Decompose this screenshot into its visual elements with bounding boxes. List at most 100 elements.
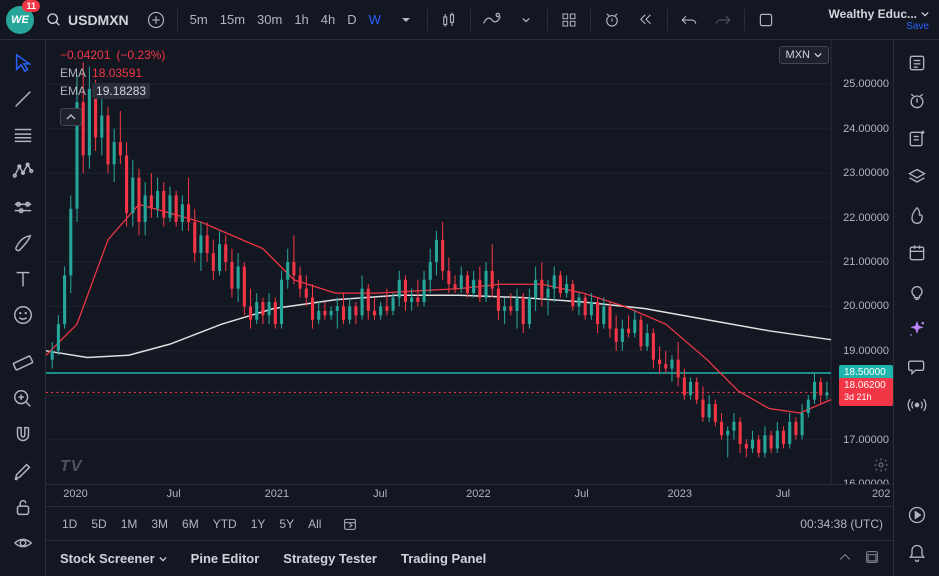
sparkle-button[interactable]	[900, 312, 934, 346]
undo-button[interactable]	[674, 5, 704, 35]
timeframe-1h[interactable]: 1h	[288, 8, 314, 31]
lock-tool[interactable]	[6, 490, 40, 524]
timeframe-30m[interactable]: 30m	[251, 8, 288, 31]
layout-button[interactable]	[554, 5, 584, 35]
tab-label: Strategy Tester	[283, 551, 377, 566]
clock[interactable]: 00:34:38 (UTC)	[800, 517, 883, 531]
edit-tool[interactable]	[6, 454, 40, 488]
x-tick-label: 2022	[466, 488, 490, 500]
chart-area[interactable]: −0.04201(−0.23%) EMA18.03591 EMA19.18283…	[46, 40, 893, 484]
square-icon	[758, 12, 774, 28]
goto-date-button[interactable]	[335, 509, 365, 539]
timeframe-15m[interactable]: 15m	[214, 8, 251, 31]
calendar-button[interactable]	[900, 236, 934, 270]
range-selector: 1D5D1M3M6MYTD1Y5YAll 00:34:38 (UTC)	[46, 506, 893, 540]
chevron-down-icon	[921, 10, 929, 18]
range-All[interactable]: All	[302, 513, 327, 535]
range-1M[interactable]: 1M	[115, 513, 144, 535]
y-tick-label: 25.00000	[843, 78, 889, 90]
timeframe-group: 5m15m30m1h4hDW	[184, 8, 387, 31]
chart-column: −0.04201(−0.23%) EMA18.03591 EMA19.18283…	[46, 40, 893, 576]
maximize-icon	[865, 550, 879, 564]
currency-selector[interactable]: MXN	[779, 46, 829, 64]
notifications-button[interactable]	[900, 536, 934, 570]
brush-tool[interactable]	[6, 226, 40, 260]
account-menu[interactable]: Wealthy Educ... Save	[829, 7, 933, 32]
hide-tool[interactable]	[6, 526, 40, 560]
y-tick-label: 23.00000	[843, 167, 889, 179]
tab-label: Stock Screener	[60, 551, 155, 566]
broadcast-icon	[907, 395, 927, 415]
range-1Y[interactable]: 1Y	[245, 513, 272, 535]
x-tick-label: 202	[872, 488, 890, 500]
separator	[590, 9, 591, 31]
axis-settings-button[interactable]	[873, 457, 889, 478]
y-tick-label: 24.00000	[843, 123, 889, 135]
indicators-dropdown[interactable]	[511, 5, 541, 35]
trendline-tool[interactable]	[6, 82, 40, 116]
prediction-tool[interactable]	[6, 190, 40, 224]
collapse-legend-button[interactable]	[60, 108, 82, 126]
range-YTD[interactable]: YTD	[207, 513, 243, 535]
panel-maximize-button[interactable]	[865, 550, 879, 567]
layers-button[interactable]	[900, 160, 934, 194]
redo-button[interactable]	[708, 5, 738, 35]
fib-tool[interactable]	[6, 118, 40, 152]
chart-style-button[interactable]	[434, 5, 464, 35]
range-6M[interactable]: 6M	[176, 513, 205, 535]
save-label[interactable]: Save	[906, 21, 929, 32]
hot-button[interactable]	[900, 198, 934, 232]
range-1D[interactable]: 1D	[56, 513, 83, 535]
range-5D[interactable]: 5D	[85, 513, 112, 535]
timeframe-D[interactable]: D	[341, 8, 362, 31]
streams-button[interactable]	[900, 388, 934, 422]
separator	[667, 9, 668, 31]
pattern-tool[interactable]	[6, 154, 40, 188]
hotlists-button[interactable]	[900, 122, 934, 156]
calendar-icon	[907, 243, 927, 263]
candle-icon	[440, 11, 458, 29]
tab-stock-screener[interactable]: Stock Screener	[60, 551, 167, 566]
indicators-button[interactable]	[477, 5, 507, 35]
y-tick-label: 17.00000	[843, 434, 889, 446]
chat-button[interactable]	[900, 350, 934, 384]
tab-pine-editor[interactable]: Pine Editor	[191, 551, 260, 566]
account-name: Wealthy Educ...	[829, 7, 917, 21]
zoom-tool[interactable]	[6, 382, 40, 416]
price-tag: 18.062003d 21h	[839, 378, 893, 406]
layouts-list-button[interactable]	[751, 5, 781, 35]
x-tick-label: 2020	[63, 488, 87, 500]
replay-button[interactable]	[631, 5, 661, 35]
text-tool[interactable]	[6, 262, 40, 296]
price-chart	[46, 40, 893, 484]
logo[interactable]: WE 11	[6, 6, 34, 34]
tab-label: Trading Panel	[401, 551, 486, 566]
timeframe-5m[interactable]: 5m	[184, 8, 214, 31]
ideas-button[interactable]	[900, 274, 934, 308]
x-tick-label: 2023	[668, 488, 692, 500]
x-axis[interactable]: 2020Jul2021Jul2022Jul2023Jul202	[46, 484, 893, 506]
add-symbol-button[interactable]	[141, 5, 171, 35]
y-tick-label: 19.00000	[843, 345, 889, 357]
chevron-down-icon	[159, 555, 167, 563]
tab-strategy-tester[interactable]: Strategy Tester	[283, 551, 377, 566]
alerts-panel-button[interactable]	[900, 84, 934, 118]
timeframe-4h[interactable]: 4h	[315, 8, 341, 31]
timeframe-W[interactable]: W	[363, 8, 387, 31]
panel-collapse-button[interactable]	[837, 550, 853, 567]
ruler-tool[interactable]	[6, 346, 40, 380]
symbol-search[interactable]: USDMXN	[38, 8, 137, 32]
separator	[547, 9, 548, 31]
play-button[interactable]	[900, 498, 934, 532]
top-toolbar: WE 11 USDMXN 5m15m30m1h4hDW Wealthy Educ…	[0, 0, 939, 40]
cursor-tool[interactable]	[6, 46, 40, 80]
watchlist-button[interactable]	[900, 46, 934, 80]
emoji-tool[interactable]	[6, 298, 40, 332]
alert-button[interactable]	[597, 5, 627, 35]
range-3M[interactable]: 3M	[145, 513, 174, 535]
chat-icon	[907, 357, 927, 377]
tab-trading-panel[interactable]: Trading Panel	[401, 551, 486, 566]
magnet-tool[interactable]	[6, 418, 40, 452]
timeframe-dropdown[interactable]	[391, 5, 421, 35]
range-5Y[interactable]: 5Y	[273, 513, 300, 535]
